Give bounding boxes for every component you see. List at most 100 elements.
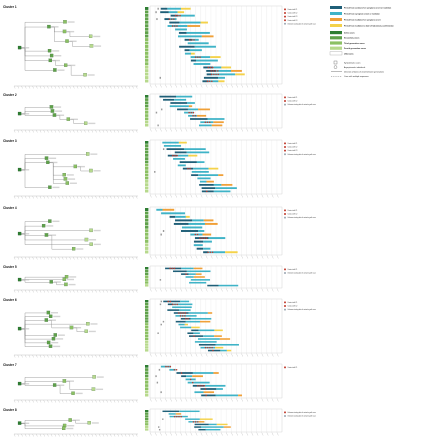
timeline-tick: [231, 398, 233, 402]
tree-axis-tick: [124, 85, 127, 89]
timeline-tick: [154, 255, 157, 259]
contact-marker: [169, 300, 172, 303]
tree-axis-tick: [135, 289, 138, 293]
timeline-tick: [165, 84, 167, 88]
timeline-tick: [205, 128, 208, 132]
timeline-tick: [170, 398, 172, 402]
contact-marker: [206, 121, 209, 123]
case-id-marker: [145, 218, 149, 222]
tree-link: [48, 162, 64, 180]
note-marker: [284, 142, 286, 145]
case-node: [48, 185, 52, 189]
timeline-tick: [251, 194, 254, 198]
tree-axis-tick: [95, 289, 97, 293]
timeline-tick: [195, 84, 198, 88]
tree-axis-tick: [65, 433, 68, 437]
contact-marker: [174, 303, 176, 306]
legend-swatch: [330, 36, 342, 40]
timeline-tick: [175, 432, 178, 436]
timeline-tick: [175, 288, 178, 292]
timeline-tick: [180, 353, 183, 357]
case-label: [93, 170, 101, 172]
bar-contact-period: [198, 343, 216, 346]
tree-link: [20, 377, 93, 385]
case-label: [52, 220, 60, 223]
cluster-title: Cluster 4: [3, 206, 17, 210]
timeline-tick: [165, 432, 167, 436]
bar-isolation-period: [204, 222, 218, 225]
bar-symptom-period: [176, 154, 189, 157]
case-node: [65, 39, 69, 43]
tree-link: [49, 26, 63, 33]
case-id-marker: [145, 13, 149, 17]
case-node: [17, 421, 22, 425]
timeline-tick: [256, 128, 259, 132]
contact-marker: [171, 25, 174, 27]
timeline-tick: [251, 84, 254, 88]
tree-axis-tick: [13, 399, 16, 403]
tree-axis-tick: [98, 399, 101, 403]
tree-axis-tick: [84, 433, 86, 437]
bar-isolation-period: [215, 346, 224, 349]
timeline-tick: [256, 194, 259, 198]
tree-axis-tick: [102, 195, 105, 199]
timeline-tick: [215, 353, 218, 357]
contact-marker: [209, 251, 212, 253]
timeline-tick: [190, 128, 193, 132]
tree-link: [20, 230, 90, 235]
tree-axis-tick: [128, 289, 131, 293]
tree-axis-tick: [73, 195, 75, 199]
timeline-tick: [185, 398, 188, 402]
bar-isolation-period: [195, 273, 202, 275]
contact-marker: [170, 18, 173, 20]
tree-axis-tick: [76, 129, 79, 133]
timeline-tick: [220, 84, 223, 88]
contact-marker: [189, 167, 191, 170]
timeline-tick: [266, 84, 269, 88]
case-node: [84, 329, 88, 333]
cluster-panel-8: Cluster 8 Unknown starting date of contac…: [3, 408, 316, 437]
exposure-marker: [160, 233, 162, 236]
tree-axis-tick: [132, 256, 134, 260]
case-label: [22, 383, 30, 385]
contact-note-label: Unknown starting date of contacting with…: [288, 411, 317, 414]
timeline-tick: [165, 398, 167, 402]
timeline-tick: [149, 288, 152, 292]
tree-link: [47, 235, 73, 250]
tree-axis-tick: [132, 399, 134, 403]
timeline-tick: [266, 128, 269, 132]
bar-symptom-period: [190, 317, 212, 320]
timeline-tick: [220, 288, 223, 292]
timeline-tick: [160, 288, 162, 292]
bar-contact-period: [162, 410, 180, 413]
tree-link: [49, 26, 66, 42]
tree-axis-tick: [91, 289, 94, 293]
bar-contact-period: [177, 108, 188, 111]
bar-isolation-period: [190, 52, 195, 55]
timeline-tick: [154, 288, 157, 292]
case-id-marker: [145, 55, 149, 59]
tree-link: [55, 385, 72, 394]
case-id-marker: [145, 343, 149, 346]
tree-axis-tick: [128, 399, 131, 403]
note-marker: [284, 15, 286, 18]
tree-axis-tick: [39, 399, 42, 403]
timeline-tick: [200, 353, 203, 357]
bar-isolation-period: [199, 418, 213, 420]
tree-axis-tick: [106, 129, 108, 133]
case-id-marker: [145, 368, 149, 371]
contact-marker: [213, 73, 215, 76]
contact-marker: [208, 121, 211, 123]
tree-axis-tick: [124, 256, 127, 260]
timeline-tick: [246, 432, 249, 436]
case-label: [49, 157, 57, 160]
tree-link: [20, 158, 45, 171]
timeline-tick: [170, 84, 172, 88]
bar-contact-period: [206, 73, 212, 76]
case-node: [44, 233, 49, 237]
tree-axis-tick: [24, 256, 27, 260]
bar-isolation-period: [196, 114, 207, 117]
case-id-marker: [145, 425, 149, 428]
